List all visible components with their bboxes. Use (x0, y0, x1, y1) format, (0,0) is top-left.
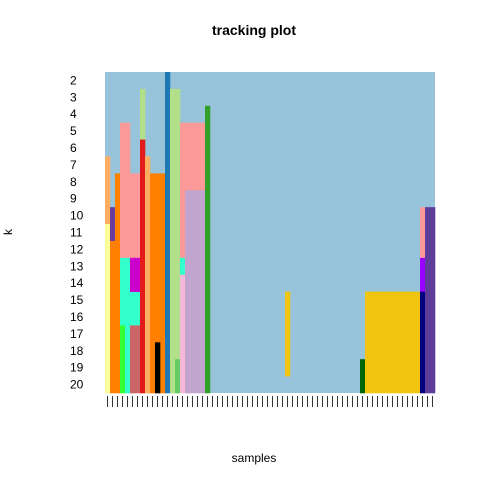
heatmap-cell (165, 72, 171, 394)
heatmap-cell (125, 257, 131, 292)
heatmap-cell (180, 274, 186, 394)
y-tick-label: 15 (70, 293, 84, 307)
y-tick-label: 16 (70, 310, 84, 324)
heatmap-cell (120, 325, 126, 394)
x-axis-ticks (107, 396, 433, 407)
heatmap-cell (170, 88, 181, 394)
y-tick-label: 3 (70, 90, 77, 104)
y-axis-label: k (1, 228, 15, 235)
heatmap-cell (420, 207, 426, 259)
x-axis-label: samples (232, 451, 277, 465)
heatmap-cell (140, 88, 146, 140)
heatmap-cell (180, 122, 186, 259)
y-tick-label: 12 (70, 242, 84, 256)
heatmap-cell (130, 173, 141, 259)
y-tick-label: 6 (70, 141, 77, 155)
heatmap-cell (105, 156, 111, 225)
y-tick-label: 20 (70, 378, 84, 392)
heatmap-cell (130, 257, 141, 292)
heatmap-cell (110, 240, 116, 394)
heatmap-cell (140, 139, 146, 394)
y-tick-label: 14 (70, 276, 84, 290)
heatmap-cell (420, 291, 426, 394)
y-tick-label: 10 (70, 209, 84, 223)
heatmap-cell (125, 325, 131, 394)
heatmap-cell (150, 173, 166, 394)
heatmap-cell (420, 257, 426, 292)
y-tick-label: 19 (70, 361, 84, 375)
heatmap-cell (145, 156, 151, 394)
heatmap-cell (120, 291, 126, 326)
chart-title: tracking plot (212, 22, 296, 38)
heatmap-cell (365, 291, 421, 394)
heatmap-cell (175, 359, 181, 394)
heatmap-cell (185, 190, 206, 394)
y-tick-label: 5 (70, 124, 77, 138)
heatmap-cell (205, 105, 211, 394)
heatmap-cell (185, 122, 206, 191)
y-tick-label: 7 (70, 158, 77, 172)
heatmap-cell (125, 291, 141, 326)
heatmap-cell (360, 359, 366, 394)
y-tick-label: 17 (70, 327, 84, 341)
y-tick-label: 13 (70, 259, 84, 273)
y-tick-label: 11 (70, 226, 83, 240)
heatmap-area (105, 72, 436, 394)
y-axis-ticks: 2 3 4 5 6 7 8 9 10 11 12 13 14 15 16 17 18 19 20 (70, 73, 84, 391)
y-tick-label: 18 (70, 344, 84, 358)
heatmap-cell (285, 291, 291, 377)
y-tick-label: 9 (70, 192, 77, 206)
heatmap-cell (180, 257, 186, 276)
heatmap-cell (425, 207, 436, 394)
heatmap-cell (120, 257, 126, 292)
heatmap-cell (155, 342, 161, 394)
heatmap-cell (115, 173, 121, 394)
heatmap-cell (110, 207, 116, 242)
y-tick-label: 4 (70, 107, 77, 121)
y-tick-label: 8 (70, 175, 77, 189)
heatmap-cell (105, 224, 111, 394)
heatmap-cell (120, 122, 131, 259)
y-tick-label: 2 (70, 73, 77, 87)
heatmap-cell (130, 325, 141, 394)
